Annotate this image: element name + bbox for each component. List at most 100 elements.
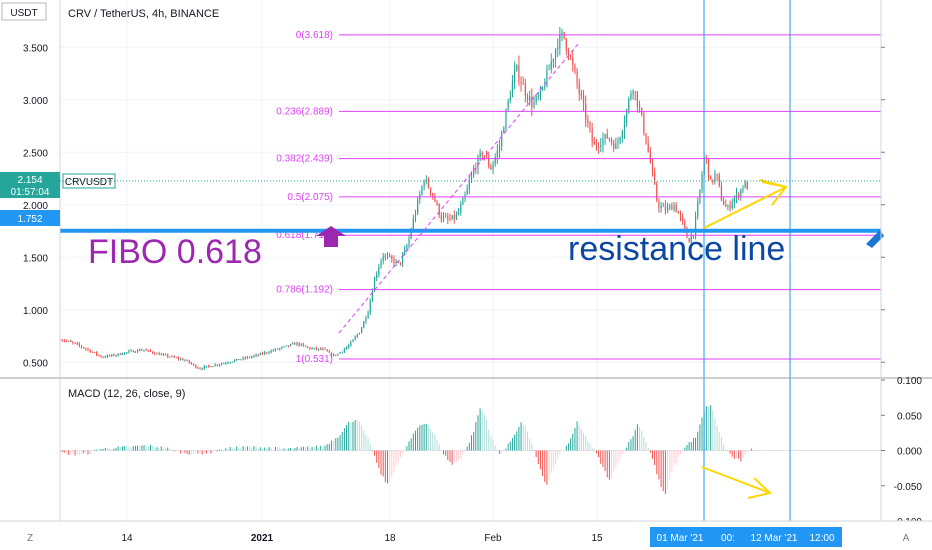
candle-body: [442, 216, 445, 220]
candle-body: [108, 355, 111, 357]
candle-body: [376, 274, 378, 279]
candle-body: [457, 212, 460, 215]
blue-arrow-icon[interactable]: [866, 230, 884, 248]
candle-body: [738, 193, 740, 198]
price-tick-label: 2.000: [23, 201, 48, 212]
candle-body: [214, 364, 216, 367]
candle-body: [333, 354, 335, 357]
candle-body: [78, 343, 80, 346]
yellow-arrow-price-icon[interactable]: [703, 179, 788, 229]
candle-body: [580, 93, 582, 97]
candle-body: [651, 162, 654, 172]
candle-body: [309, 347, 311, 350]
candle-body: [468, 181, 470, 189]
candle-body: [722, 200, 725, 205]
currency-badge[interactable]: [1, 2, 47, 21]
fibonacci-retracement[interactable]: 0(3.618) 0.236(2.889) 0.382(2.439) 0.5(2.07…: [276, 30, 881, 365]
candle-body: [126, 352, 128, 354]
candle-body: [83, 347, 85, 349]
auto-scale-button[interactable]: A: [903, 533, 910, 544]
macd-tick-label: 0.050: [897, 411, 922, 422]
candle-body: [279, 348, 281, 350]
candle-body: [509, 97, 511, 101]
candle-body: [507, 100, 509, 110]
candle-body: [106, 355, 108, 358]
candle-body: [348, 345, 350, 348]
candle-body: [292, 343, 294, 345]
price-axis-labels[interactable]: 0.500 1.000 1.500 2.000 2.500 3.000 3.500: [23, 43, 885, 369]
candle-body: [72, 341, 74, 343]
candle-body: [546, 69, 548, 87]
candle-body: [272, 350, 274, 352]
candle-body: [162, 354, 165, 356]
candle-body: [501, 133, 503, 146]
candle-body: [389, 255, 391, 257]
candle-body: [503, 128, 505, 134]
candle-body: [113, 354, 115, 356]
time-tick-label: 14: [121, 533, 133, 544]
candle-body: [335, 354, 337, 356]
time-tick-label: 12:00: [809, 533, 834, 544]
candle-body: [363, 321, 365, 328]
candle-body: [701, 174, 703, 190]
price-tick-label: 3.000: [23, 96, 48, 107]
candle-body: [438, 204, 440, 216]
candle-body: [117, 353, 119, 356]
candle-body: [246, 356, 249, 359]
candle-body: [511, 82, 514, 98]
fibo-annotation[interactable]: FIBO 0.618: [88, 233, 262, 271]
price-tick-label: 0.500: [23, 358, 48, 369]
purple-up-arrow-icon[interactable]: [316, 226, 346, 247]
resistance-price-value: 1.752: [17, 214, 42, 225]
candle-body: [589, 122, 591, 129]
candle-body: [134, 351, 137, 353]
candle-body: [557, 48, 559, 50]
macd-label[interactable]: MACD (12, 26, close, 9): [68, 388, 185, 400]
price-tick-label: 1.000: [23, 306, 48, 317]
candle-body: [718, 175, 720, 186]
resistance-annotation[interactable]: resistance line: [568, 230, 785, 268]
candle-body: [470, 175, 473, 182]
price-tick-label: 2.500: [23, 148, 48, 159]
candle-body: [164, 354, 167, 356]
candle-body: [216, 364, 218, 366]
candle-body: [147, 350, 149, 352]
candle-body: [268, 352, 270, 354]
candle-body: [322, 348, 324, 350]
candle-body: [498, 145, 501, 151]
candle-body: [477, 156, 479, 170]
candle-body: [149, 350, 152, 352]
candle-body: [598, 146, 600, 148]
price-tick-label: 1.500: [23, 253, 48, 264]
candle-body: [227, 362, 229, 364]
candle-body: [671, 205, 673, 210]
candle-body: [251, 356, 253, 358]
candle-body: [740, 189, 742, 198]
candle-body: [636, 91, 639, 107]
candle-body: [337, 353, 339, 356]
candle-body: [298, 342, 300, 346]
candle-body: [238, 358, 240, 360]
candle-body: [76, 343, 78, 345]
yellow-arrow-macd-icon[interactable]: [701, 466, 773, 499]
candle-body: [621, 131, 623, 138]
candle-body: [111, 354, 113, 356]
candle-body: [552, 58, 554, 62]
candle-body: [539, 89, 542, 96]
candle-body: [289, 344, 292, 346]
candle-body: [522, 83, 524, 85]
candle-body: [313, 347, 315, 349]
candle-body: [707, 158, 710, 177]
candle-body: [716, 173, 718, 176]
candle-body: [132, 350, 134, 353]
candle-body: [602, 139, 604, 146]
timezone-button[interactable]: Z: [27, 533, 33, 544]
candle-body: [632, 91, 634, 94]
candle-body: [638, 106, 641, 109]
candle-body: [406, 245, 408, 250]
candle-body: [548, 69, 550, 71]
candle-body: [705, 157, 707, 159]
candle-body: [210, 366, 212, 368]
candle-body: [212, 366, 214, 368]
